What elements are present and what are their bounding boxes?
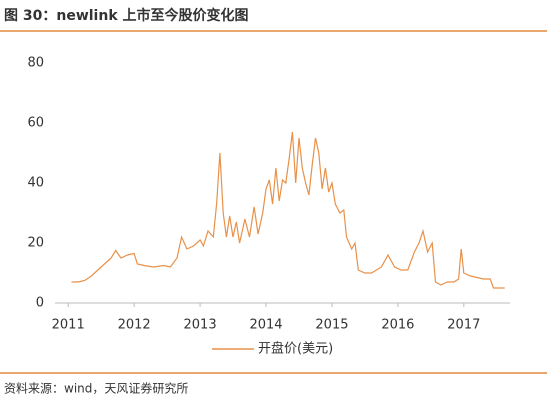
chart-title: 图 30：newlink 上市至今股价变化图 <box>4 7 249 24</box>
x-tick-label: 2017 <box>447 318 480 333</box>
y-tick-label: 60 <box>27 116 44 131</box>
y-tick-label: 20 <box>27 236 44 251</box>
legend-label: 开盘价(美元) <box>258 341 333 357</box>
line-series <box>71 131 505 289</box>
x-tick-label: 2013 <box>184 318 217 333</box>
y-tick-label: 40 <box>27 176 44 191</box>
y-tick-label: 0 <box>36 296 44 311</box>
y-tick-label: 80 <box>27 56 44 71</box>
x-tick-label: 2015 <box>315 318 348 333</box>
x-tick-label: 2014 <box>249 318 282 333</box>
x-tick-label: 2011 <box>52 318 85 333</box>
source-note: 资料来源：wind，天风证券研究所 <box>4 381 188 396</box>
x-tick-label: 2012 <box>118 318 151 333</box>
x-tick-label: 2016 <box>381 318 414 333</box>
